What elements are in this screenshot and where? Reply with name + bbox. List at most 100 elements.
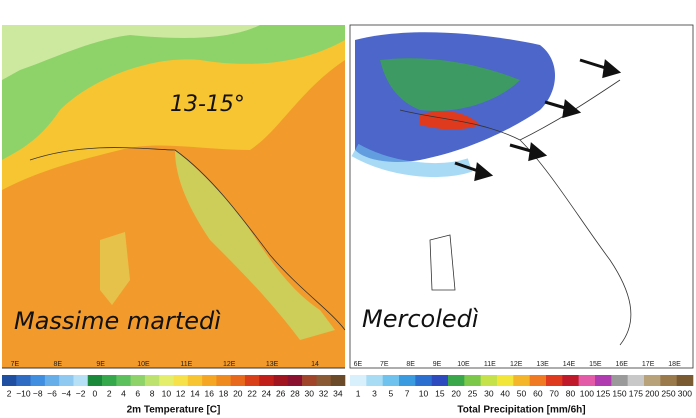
colorbar-swatch [287,375,303,386]
colorbar-swatch [578,375,596,386]
colorbar-label: 22 [247,388,257,398]
colorbar-label: 175 [629,388,643,398]
colorbar-swatch [73,375,89,386]
longitude-label: 12E [510,361,523,368]
alps-green [2,25,345,160]
colorbar-swatch [431,375,449,386]
colorbar-label: −10 [16,388,31,398]
colorbar-label: 6 [135,388,140,398]
longitude-label: 17E [642,361,655,368]
colorbar-label: 60 [533,388,543,398]
colorbar-label: 150 [612,388,626,398]
colorbar-swatch [87,375,103,386]
colorbar-swatch [130,375,146,386]
colorbar-swatch [244,375,260,386]
longitude-label: 7E [11,361,20,368]
colorbar-swatch [627,375,645,386]
colorbar-label: −4 [61,388,71,398]
temperature-map: 13-15° Massime martedì [2,25,346,369]
colorbar-label: −8 [33,388,43,398]
colorbar-swatch [187,375,203,386]
colorbar-label: 4 [121,388,126,398]
colorbar-label: 1 [356,388,361,398]
colorbar-label: 8 [150,388,155,398]
colorbar-label: 25 [468,388,478,398]
annotation: 13-15° [170,92,245,117]
colorbar-swatch [660,375,677,386]
colorbar-label: 18 [219,388,229,398]
longitude-label: 9E [433,361,442,368]
colorbar-label: 80 [566,388,576,398]
colorbar-label: 2 [7,388,12,398]
colorbar-swatch [595,375,612,386]
longitude-label: 16E [616,361,629,368]
colorbar-label: 3 [372,388,377,398]
colorbar-label: −6 [47,388,57,398]
colorbar-label: 32 [319,388,329,398]
colorbar-label: 12 [176,388,186,398]
rain-peak [420,111,480,130]
colorbar-swatch [16,375,31,386]
colorbar-swatch [464,375,481,386]
colorbar-swatch [448,375,465,386]
colorbar-swatch [44,375,60,386]
colorbar-swatch [2,375,17,386]
colorbar-label: 30 [305,388,315,398]
colorbar-label: 28 [290,388,300,398]
colorbar-swatch [676,375,694,386]
colorbar-label: 5 [388,388,393,398]
colorbar-label: 34 [333,388,343,398]
colorbar-swatch [399,375,416,386]
colorbar-label: 250 [661,388,675,398]
colorbar-label: 40 [500,388,510,398]
colorbar-swatch [529,375,547,386]
longitude-label: 8E [406,361,415,368]
colorbar-label: 100 [580,388,594,398]
colorbar-swatch [382,375,400,386]
colorbar-swatch [273,375,289,386]
panel-label: Massime martedì [14,307,221,335]
colorbar-swatch [259,375,274,386]
colorbar-swatch [513,375,530,386]
longitude-label: 7E [380,361,389,368]
colorbar-swatch [302,375,317,386]
colorbar-swatch [202,375,217,386]
coastline [29,147,346,331]
longitude-label: 11E [180,361,192,368]
rain-core [380,58,520,111]
longitude-label: 8E [53,361,62,368]
colorbar-swatch [415,375,432,386]
colorbar-swatch [102,375,117,386]
colorbar-swatch [546,375,563,386]
colorbar-swatch [216,375,231,386]
colorbar-label: 14 [190,388,200,398]
colorbar-label: 26 [276,388,286,398]
colorbar-label: 0 [93,388,98,398]
colorbar-label: 300 [678,388,692,398]
colorbar-swatch [159,375,174,386]
colorbar-swatch [497,375,514,386]
panel-label: Mercoledì [362,305,479,333]
colorbar-label: 70 [549,388,559,398]
corsica-sardinia [100,232,130,305]
colorbar-swatch [611,375,628,386]
colorbar-swatch [366,375,383,386]
colorbar-label: 10 [419,388,429,398]
colorbar-swatch [480,375,498,386]
longitude-label: 11E [484,361,496,368]
colorbar-caption: 2m Temperature [C] [127,405,221,416]
colorbar-label: 24 [262,388,272,398]
longitude-label: 15E [589,361,602,368]
longitude-label: 14 [311,361,319,368]
longitude-label: 13E [266,361,279,368]
colorbar-swatch [30,375,46,386]
colorbar-label: 15 [435,388,445,398]
colorbar-swatch [230,375,246,386]
colorbar-label: 10 [162,388,172,398]
colorbar-swatch [116,375,131,386]
longitude-label: 10E [457,361,470,368]
longitude-label: 18E [668,361,681,368]
colorbar-label: 30 [484,388,494,398]
colorbar-caption: Total Precipitation [mm/6h] [457,405,585,416]
